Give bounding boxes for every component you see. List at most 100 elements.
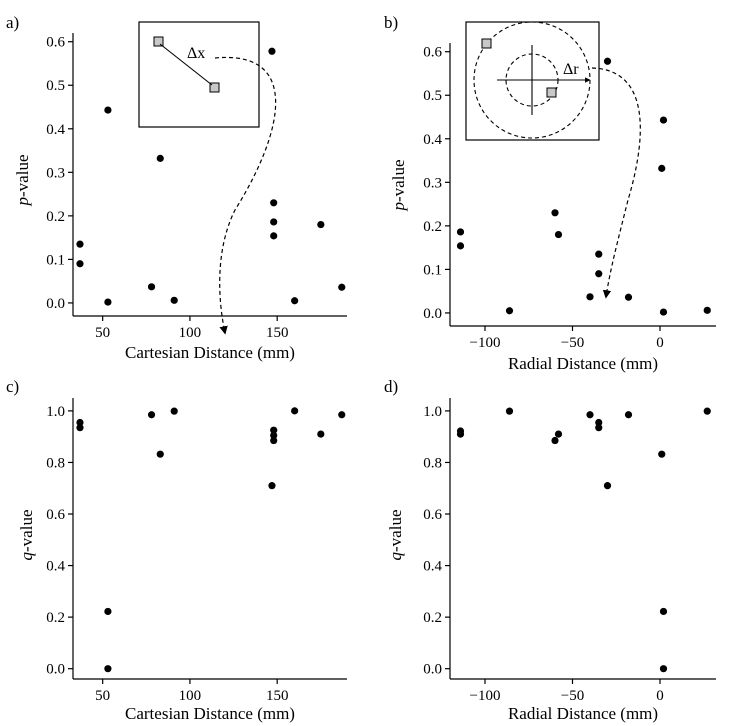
data-point xyxy=(603,57,612,65)
ylabel-a: p-value xyxy=(13,155,32,207)
xlabel-b: Radial Distance (mm) xyxy=(508,354,658,373)
data-point xyxy=(104,665,112,673)
data-point xyxy=(624,293,633,301)
data-point xyxy=(658,164,666,172)
x-tick-label: 50 xyxy=(95,325,110,341)
data-point xyxy=(268,47,276,55)
inset-a-dashed-arrow xyxy=(214,56,277,335)
data-point xyxy=(551,436,559,445)
data-point xyxy=(338,411,346,419)
data-point xyxy=(551,209,559,217)
data-point xyxy=(456,242,465,250)
y-tick-label: 0.0 xyxy=(423,306,442,322)
xlabel-a: Cartesian Distance (mm) xyxy=(125,343,295,362)
data-point xyxy=(156,450,164,458)
inset-a: Δx xyxy=(138,21,277,335)
inset-a-label: Δx xyxy=(187,45,205,62)
panel-label-c: c) xyxy=(6,377,19,396)
data-point xyxy=(104,607,112,616)
y-tick-label: 0.3 xyxy=(423,175,442,191)
inset-b-label: Δr xyxy=(563,61,579,78)
x-tick-label: 100 xyxy=(179,688,202,704)
data-point xyxy=(317,220,325,229)
plot-d: 0.0 0.2 0.4 0.6 0.8 1.0 −100 −50 0 xyxy=(423,398,716,704)
data-point xyxy=(703,407,711,415)
inset-b: Δr xyxy=(465,21,641,299)
data-point xyxy=(76,424,84,432)
y-tick-label: 0.4 xyxy=(423,559,442,575)
data-point xyxy=(505,407,514,415)
xlabel-c: Cartesian Distance (mm) xyxy=(125,704,295,723)
data-point xyxy=(703,306,711,314)
data-point xyxy=(291,407,299,415)
y-tick-label: 0.0 xyxy=(46,296,65,312)
x-tick-label: 0 xyxy=(656,688,664,704)
data-point xyxy=(104,106,112,114)
data-point xyxy=(270,232,278,240)
data-point xyxy=(270,218,278,226)
x-tick-label: −100 xyxy=(470,688,501,704)
y-tick-label: 0.5 xyxy=(46,78,65,94)
y-tick-label: 0.4 xyxy=(46,122,65,138)
y-tick-label: 0.0 xyxy=(423,662,442,678)
data-point xyxy=(170,296,178,304)
y-tick-label: 0.1 xyxy=(46,252,65,268)
y-tick-label: 0.0 xyxy=(46,662,65,678)
data-point xyxy=(270,199,278,207)
x-tick-label: −50 xyxy=(561,335,584,351)
y-tick-label: 0.2 xyxy=(46,209,65,225)
x-tick-label: 100 xyxy=(179,325,202,341)
y-tick-label: 0.3 xyxy=(46,165,65,181)
data-point xyxy=(291,297,299,305)
data-point xyxy=(554,430,563,438)
data-point xyxy=(456,228,465,236)
inset-b-marker-1 xyxy=(481,38,492,49)
y-tick-label: 0.1 xyxy=(423,262,442,278)
y-tick-label: 1.0 xyxy=(423,404,442,420)
plot-b: 0.0 0.1 0.2 0.3 0.4 0.5 0.6 −100 −50 0 xyxy=(423,43,716,351)
inset-a-distance-line xyxy=(159,43,213,86)
ylabel-b: p-value xyxy=(389,160,408,212)
data-point xyxy=(505,307,514,315)
y-tick-label: 0.5 xyxy=(423,88,442,104)
panel-label-a: a) xyxy=(6,13,19,32)
x-tick-label: 150 xyxy=(266,688,289,704)
x-tick-label: 150 xyxy=(266,325,289,341)
data-point xyxy=(595,424,603,432)
y-tick-label: 0.2 xyxy=(423,219,442,235)
inset-b-marker-2 xyxy=(546,87,557,98)
y-tick-label: 0.4 xyxy=(46,559,65,575)
y-tick-label: 0.6 xyxy=(46,35,65,51)
x-tick-label: 50 xyxy=(95,688,110,704)
data-point xyxy=(586,411,594,419)
ylabel-d: q-value xyxy=(386,510,405,561)
data-point xyxy=(658,450,666,458)
y-tick-label: 0.8 xyxy=(423,455,442,471)
x-tick-label: 0 xyxy=(656,335,664,351)
data-point xyxy=(595,250,603,258)
data-point xyxy=(76,240,84,248)
x-tick-label: −50 xyxy=(561,688,584,704)
data-point xyxy=(317,430,325,438)
panel-label-d: d) xyxy=(384,377,398,396)
data-point xyxy=(76,418,84,427)
data-point xyxy=(270,436,278,445)
data-point xyxy=(268,482,276,490)
data-point xyxy=(170,407,178,415)
plot-a: 0.0 0.1 0.2 0.3 0.4 0.5 0.6 50 100 150 xyxy=(46,33,347,341)
data-point xyxy=(147,283,156,291)
data-point xyxy=(624,411,633,419)
inset-b-dashed-arrow xyxy=(591,67,641,299)
inset-a-marker-2 xyxy=(209,82,220,93)
y-tick-label: 0.2 xyxy=(46,610,65,626)
y-tick-label: 0.6 xyxy=(423,507,442,523)
data-point xyxy=(595,270,603,278)
data-point xyxy=(603,482,612,490)
y-tick-label: 0.2 xyxy=(423,610,442,626)
y-tick-label: 1.0 xyxy=(46,404,65,420)
data-point xyxy=(270,426,278,434)
data-point xyxy=(659,116,668,124)
data-point xyxy=(659,665,668,673)
data-point xyxy=(156,154,164,162)
